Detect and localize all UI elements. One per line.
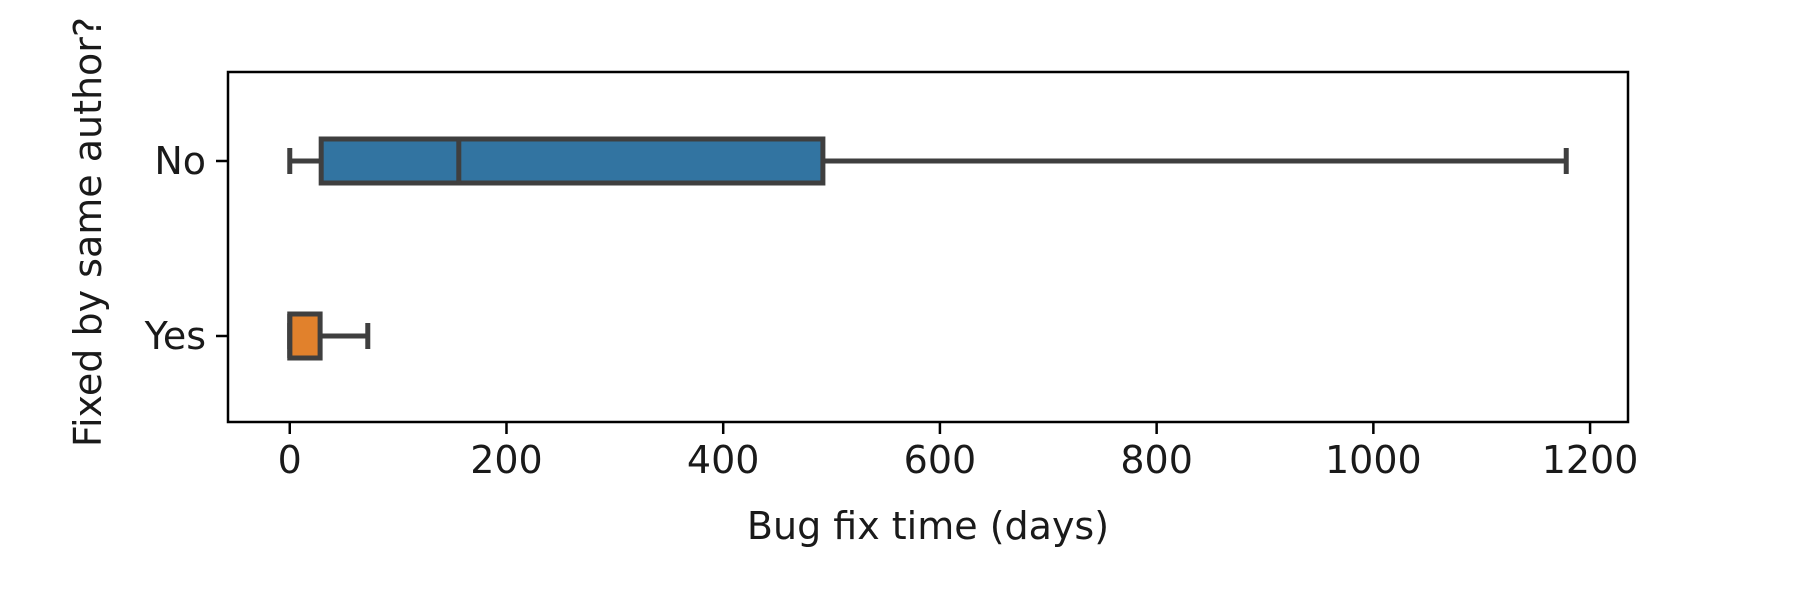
- box-yes: [287, 311, 323, 361]
- box-group-no: [287, 136, 1569, 186]
- y-tick-label-no: No: [154, 139, 206, 183]
- x-tick-label-1200: 1200: [1542, 438, 1639, 482]
- box-group-yes: [287, 311, 371, 361]
- y-axis: No Yes: [144, 139, 228, 358]
- x-axis: 0 200 400 600 800 1000 1200: [278, 422, 1639, 482]
- y-axis-title: Fixed by same author?: [66, 17, 110, 447]
- x-tick-label-800: 800: [1120, 438, 1193, 482]
- x-tick-label-1000: 1000: [1325, 438, 1422, 482]
- x-tick-label-400: 400: [687, 438, 760, 482]
- y-tick-label-yes: Yes: [144, 314, 206, 358]
- x-axis-title: Bug fix time (days): [747, 504, 1109, 548]
- x-tick-label-600: 600: [904, 438, 977, 482]
- plot-layer: [287, 136, 1569, 361]
- x-tick-label-200: 200: [470, 438, 543, 482]
- plot-frame: [226, 70, 1630, 424]
- x-tick-label-0: 0: [278, 438, 302, 482]
- box-no: [318, 136, 826, 186]
